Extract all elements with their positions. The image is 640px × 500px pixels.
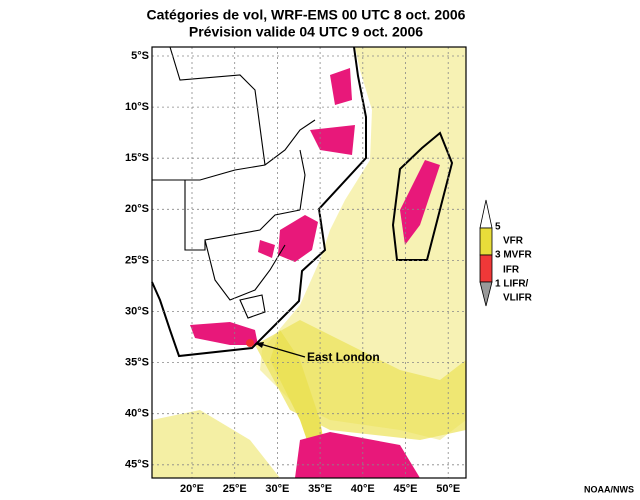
coastlines [151, 46, 454, 358]
ifr-areas [190, 68, 440, 478]
legend-label: VLIFR [503, 293, 533, 304]
lat-label: 35°S [125, 357, 149, 369]
legend-label: 5 [495, 222, 501, 233]
lat-label: 10°S [125, 101, 149, 113]
lat-label: 45°S [125, 459, 149, 471]
lon-label: 40°E [351, 483, 375, 495]
annotation-arrow [256, 342, 306, 358]
map: East London [151, 46, 467, 479]
lat-label: 30°S [125, 305, 149, 317]
lon-label: 35°E [308, 483, 332, 495]
lat-label: 25°S [125, 254, 149, 266]
lat-label: 5°S [131, 50, 149, 62]
lat-label: 15°S [125, 152, 149, 164]
title-line: Prévision valide 04 UTC 9 oct. 2006 [189, 24, 423, 40]
land [152, 47, 366, 356]
credit: NOAA/NWS [584, 484, 634, 494]
legend-label: IFR [503, 265, 520, 276]
lon-label: 25°E [223, 483, 247, 495]
lon-label: 50°E [436, 483, 460, 495]
title-line: Catégories de vol, WRF-EMS 00 UTC 8 oct.… [147, 7, 466, 23]
legend-label: VFR [503, 236, 524, 247]
legend-label: 3 MVFR [495, 250, 532, 261]
lifr-spot [246, 339, 254, 347]
arrow-head [255, 342, 264, 348]
legend-label: 1 LIFR/ [495, 279, 529, 290]
lon-label: 45°E [394, 483, 418, 495]
map-frame [151, 46, 467, 479]
lat-label: 20°S [125, 203, 149, 215]
lon-label: 20°E [180, 483, 204, 495]
lon-label: 30°E [265, 483, 289, 495]
annotation: East London [307, 350, 380, 364]
lat-label: 40°S [125, 408, 149, 420]
graticule [152, 47, 466, 478]
